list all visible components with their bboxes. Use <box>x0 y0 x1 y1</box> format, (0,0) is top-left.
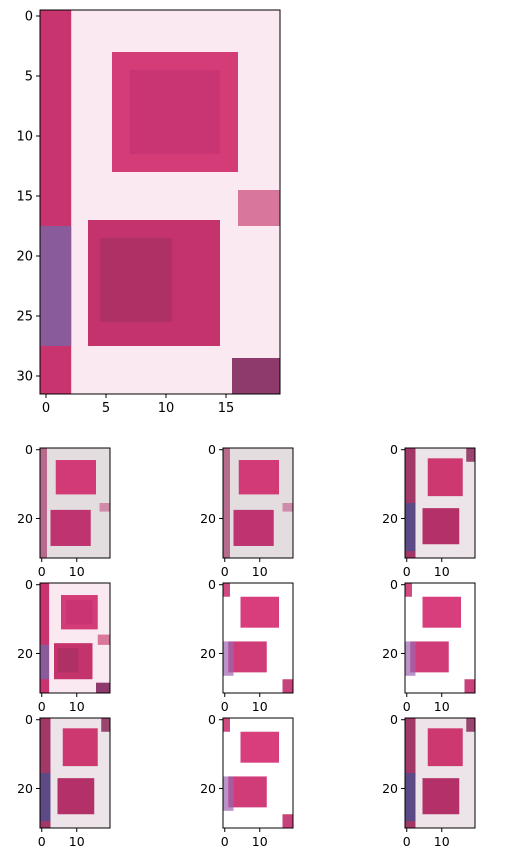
y-tick-label: 0 <box>25 442 33 457</box>
axes-frame <box>39 582 111 694</box>
y-tick-label: 20 <box>17 646 33 661</box>
subplot-1: 0 10 0 20 <box>17 442 111 579</box>
subplot-0: 0 5 10 15 0 5 10 15 20 25 30 <box>16 9 281 416</box>
axes-frame <box>222 582 294 694</box>
y-tick-label: 0 <box>25 577 33 592</box>
y-tick-label: 5 <box>25 70 33 85</box>
digit-image <box>405 583 475 693</box>
digit-image <box>223 718 293 828</box>
axes-frame <box>39 717 111 829</box>
digit-image <box>223 448 293 558</box>
x-tick-label: 0 <box>403 564 411 579</box>
y-tick-label: 20 <box>382 781 398 796</box>
y-tick-label: 0 <box>390 577 398 592</box>
y-tick-label: 20 <box>17 511 33 526</box>
axes-frame <box>222 447 294 559</box>
y-tick-label: 0 <box>390 442 398 457</box>
y-tick-label: 15 <box>16 190 33 205</box>
subplot-8: 0 10 0 20 <box>200 712 294 849</box>
subplot-3: 0 10 0 20 <box>382 442 476 579</box>
y-tick-label: 10 <box>16 130 33 145</box>
x-tick-label: 0 <box>221 564 229 579</box>
x-tick-label: 10 <box>434 699 450 714</box>
x-tick-label: 10 <box>252 564 268 579</box>
digit-image <box>40 448 110 558</box>
digit-image <box>223 583 293 693</box>
digit-image <box>405 448 475 558</box>
x-tick-label: 10 <box>69 564 85 579</box>
axes-frame <box>39 9 281 395</box>
x-tick-label: 0 <box>38 834 46 849</box>
digit-image <box>405 718 475 828</box>
subplot-9: 0 10 0 20 <box>382 712 476 849</box>
axes-frame <box>39 447 111 559</box>
x-tick-label: 0 <box>38 564 46 579</box>
y-tick-label: 0 <box>208 577 216 592</box>
y-tick-label: 0 <box>208 442 216 457</box>
axes-frame <box>404 717 476 829</box>
x-tick-label: 10 <box>252 834 268 849</box>
x-tick-label: 10 <box>69 834 85 849</box>
x-tick-label: 10 <box>434 564 450 579</box>
subplot-4: 0 10 0 20 <box>17 577 111 714</box>
y-tick-label: 20 <box>200 781 216 796</box>
digit-image <box>40 583 110 693</box>
y-tick-label: 20 <box>17 781 33 796</box>
y-tick-label: 20 <box>200 511 216 526</box>
y-tick-label: 30 <box>16 370 33 385</box>
subplot-2: 0 10 0 20 <box>200 442 294 579</box>
x-tick-label: 0 <box>38 699 46 714</box>
axes-frame <box>404 447 476 559</box>
digit-image <box>40 10 280 394</box>
axes-frame <box>222 717 294 829</box>
x-tick-label: 10 <box>69 699 85 714</box>
y-tick-label: 20 <box>16 250 33 265</box>
y-tick-label: 20 <box>382 646 398 661</box>
x-tick-label: 15 <box>218 401 235 416</box>
digit-image <box>40 718 110 828</box>
x-tick-label: 0 <box>42 401 50 416</box>
y-tick-label: 20 <box>200 646 216 661</box>
x-tick-label: 0 <box>403 699 411 714</box>
x-tick-label: 10 <box>158 401 175 416</box>
subplot-6: 0 10 0 20 <box>382 577 476 714</box>
y-tick-label: 20 <box>382 511 398 526</box>
y-tick-label: 0 <box>25 10 33 25</box>
subplot-5: 0 10 0 20 <box>200 577 294 714</box>
x-tick-label: 10 <box>252 699 268 714</box>
axes-frame <box>404 582 476 694</box>
x-tick-label: 10 <box>434 834 450 849</box>
x-tick-label: 0 <box>221 834 229 849</box>
subplot-7: 0 10 0 20 <box>17 712 111 849</box>
y-tick-label: 0 <box>208 712 216 727</box>
y-tick-label: 0 <box>390 712 398 727</box>
x-tick-label: 5 <box>102 401 110 416</box>
x-tick-label: 0 <box>221 699 229 714</box>
y-tick-label: 25 <box>16 310 33 325</box>
y-tick-label: 0 <box>25 712 33 727</box>
x-tick-label: 0 <box>403 834 411 849</box>
